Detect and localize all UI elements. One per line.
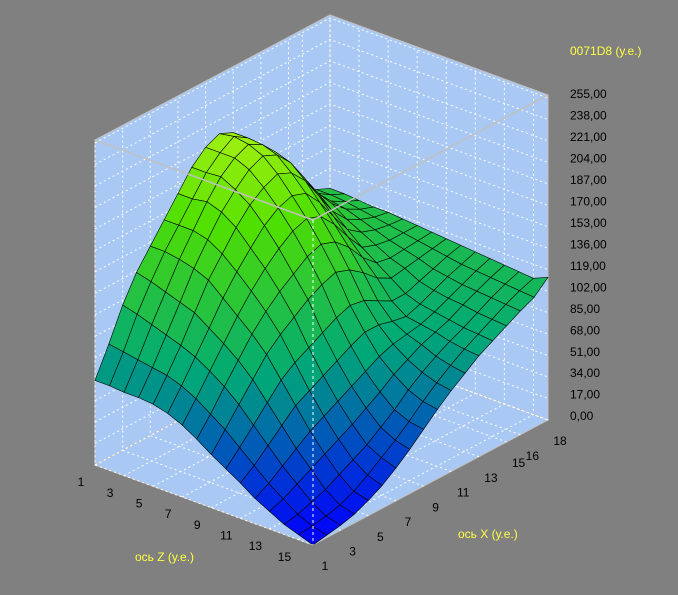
y-tick-label: 119,00 [570,259,606,273]
z-tick-label: 1 [78,475,85,489]
z-tick-label: 7 [165,507,172,521]
x-tick-label: 16 [526,449,540,463]
y-tick-label: 85,00 [570,302,600,316]
grid-line [94,167,549,294]
y-tick-label: 34,00 [570,366,600,380]
y-tick-label: 221,00 [570,130,607,144]
y-tick-label: 17,00 [570,388,600,402]
grid-line [94,143,314,546]
y-tick-label: 0,00 [570,409,594,423]
y-tick-label: 136,00 [570,237,607,251]
x-tick-label: 15 [512,456,526,470]
y-tick-label: 153,00 [570,216,607,230]
grid-line [122,128,341,531]
x-tick-label: 3 [349,544,356,558]
x-tick-label: 1 [322,559,329,573]
surface-cell [297,525,328,546]
grid-line [240,71,476,519]
grid-line [298,92,534,541]
x-tick-label: 7 [405,515,412,529]
grid-line [94,103,549,230]
grid-line [288,40,507,443]
y-tick-label: 68,00 [570,323,600,337]
y-tick-label: 238,00 [570,109,607,123]
grid-line [149,113,369,517]
z-tick-label: 15 [278,550,292,564]
grid-line [94,17,549,144]
z-tick-label: 3 [107,486,114,500]
z-axis-label: ось Z (у.е.) [135,550,194,564]
z-tick-label: 5 [136,497,143,511]
grid-line [301,32,521,436]
z-tick-label: 9 [194,518,201,532]
x-tick-label: 9 [432,500,439,514]
grid-line [269,82,505,530]
x-axis-label: ось X (у.е.) [458,527,518,541]
x-tick-label: 5 [377,530,384,544]
z-tick-label: 11 [220,529,233,543]
box-edges [94,94,549,545]
value-axis-label: 0071D8 (у.е.) [570,44,642,58]
surface [94,132,549,546]
x-tick-label: 11 [457,486,470,500]
grid-line [94,81,549,208]
z-tick-label: 13 [249,539,263,553]
y-tick-label: 204,00 [570,152,607,166]
y-tick-label: 187,00 [570,173,607,187]
x-tick-label: 13 [484,471,498,485]
y-tick-label: 102,00 [570,280,607,294]
y-tick-label: 255,00 [570,87,607,101]
x-tick-label: 18 [553,434,567,448]
y-tick-label: 170,00 [570,195,607,209]
labels: 0071D8 (у.е.) ось X (у.е.) ось Z (у.е.) … [78,44,642,573]
y-tick-label: 51,00 [570,345,600,359]
